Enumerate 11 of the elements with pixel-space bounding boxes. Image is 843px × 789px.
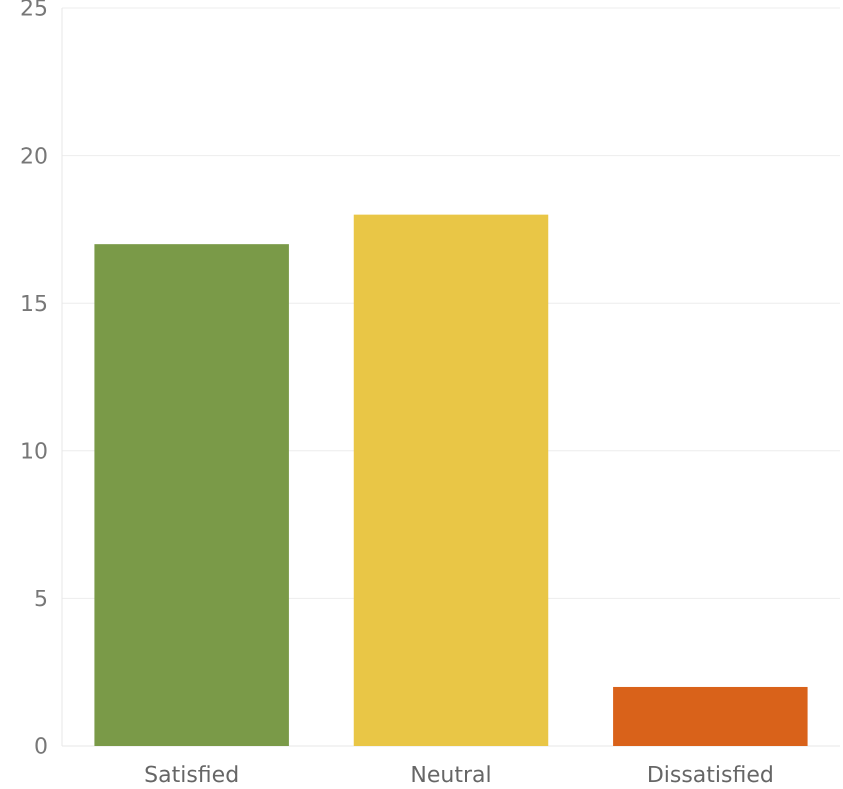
- x-tick-label: Dissatisfied: [646, 763, 774, 788]
- y-tick-label: 5: [34, 587, 48, 612]
- y-tick-label: 20: [20, 144, 48, 170]
- y-tick-label: 0: [34, 734, 48, 760]
- y-tick-label: 15: [20, 292, 48, 317]
- bar: [94, 244, 289, 746]
- x-tick-label: Neutral: [410, 763, 492, 788]
- x-tick-label: Satisfied: [144, 763, 240, 788]
- bar: [354, 214, 548, 746]
- bar: [613, 686, 808, 746]
- y-tick-label: 10: [20, 440, 48, 464]
